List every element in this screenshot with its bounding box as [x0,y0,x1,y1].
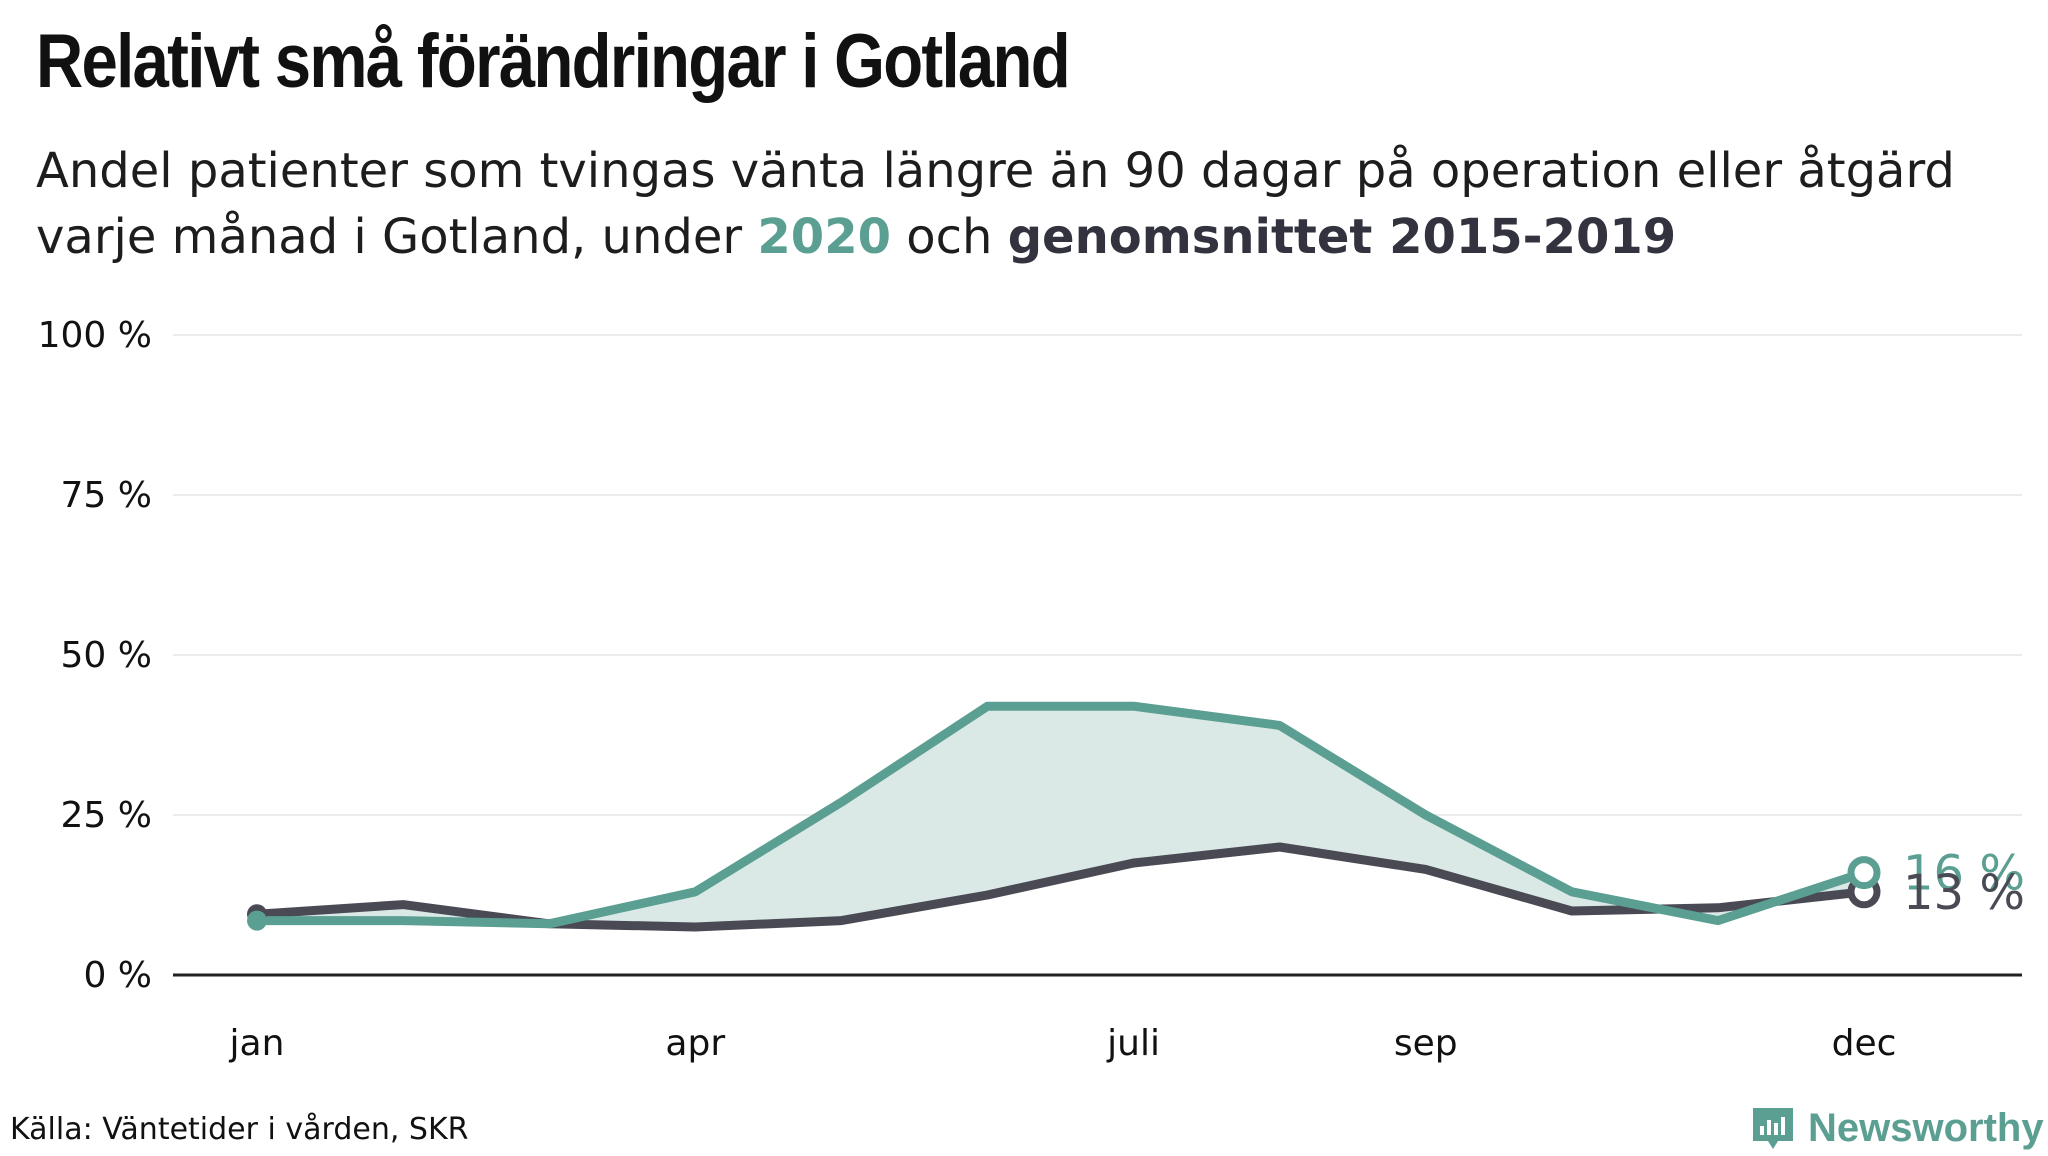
subtitle-text: Andel patienter som tvingas vänta längre… [36,143,1955,265]
y-tick-label: 75 % [61,475,152,516]
x-tick-label: juli [1106,1023,1160,1064]
y-tick-label: 100 % [38,315,152,356]
x-tick-label: sep [1394,1023,1458,1064]
series-line-2020 [252,701,1869,929]
end-label-average: 13 % [1903,865,2025,921]
brand-logo: Newsworthy [1750,1100,2044,1156]
x-tick-label: apr [665,1023,725,1064]
subtitle-highlight-average: genomsnittet 2015-2019 [1007,209,1677,265]
line-chart: 0 % 25 % 50 % 75 % 100 % jan apr juli sep dec 16 %… [38,315,2025,1064]
x-tick-label: dec [1832,1023,1897,1064]
series-difference-area [257,706,1864,927]
subtitle-connector: och [890,209,1008,265]
brand-name: Newsworthy [1808,1105,2044,1150]
chart-title: Relativt små förändringar i Gotland [36,19,1071,104]
series-end-point-2020 [1847,856,1881,890]
x-tick-label: jan [229,1023,285,1064]
y-tick-label: 25 % [61,795,152,836]
chart-subtitle: Andel patienter som tvingas vänta längre… [36,138,2036,270]
series-start-point-2020 [247,910,267,931]
y-tick-label: 0 % [83,955,152,996]
source-note: Källa: Väntetider i vården, SKR [10,1112,469,1147]
newsworthy-logo-icon [1753,1108,1793,1149]
y-tick-label: 50 % [61,635,152,676]
subtitle-highlight-2020: 2020 [757,209,891,265]
end-label-2020: 16 % [1903,846,2025,902]
